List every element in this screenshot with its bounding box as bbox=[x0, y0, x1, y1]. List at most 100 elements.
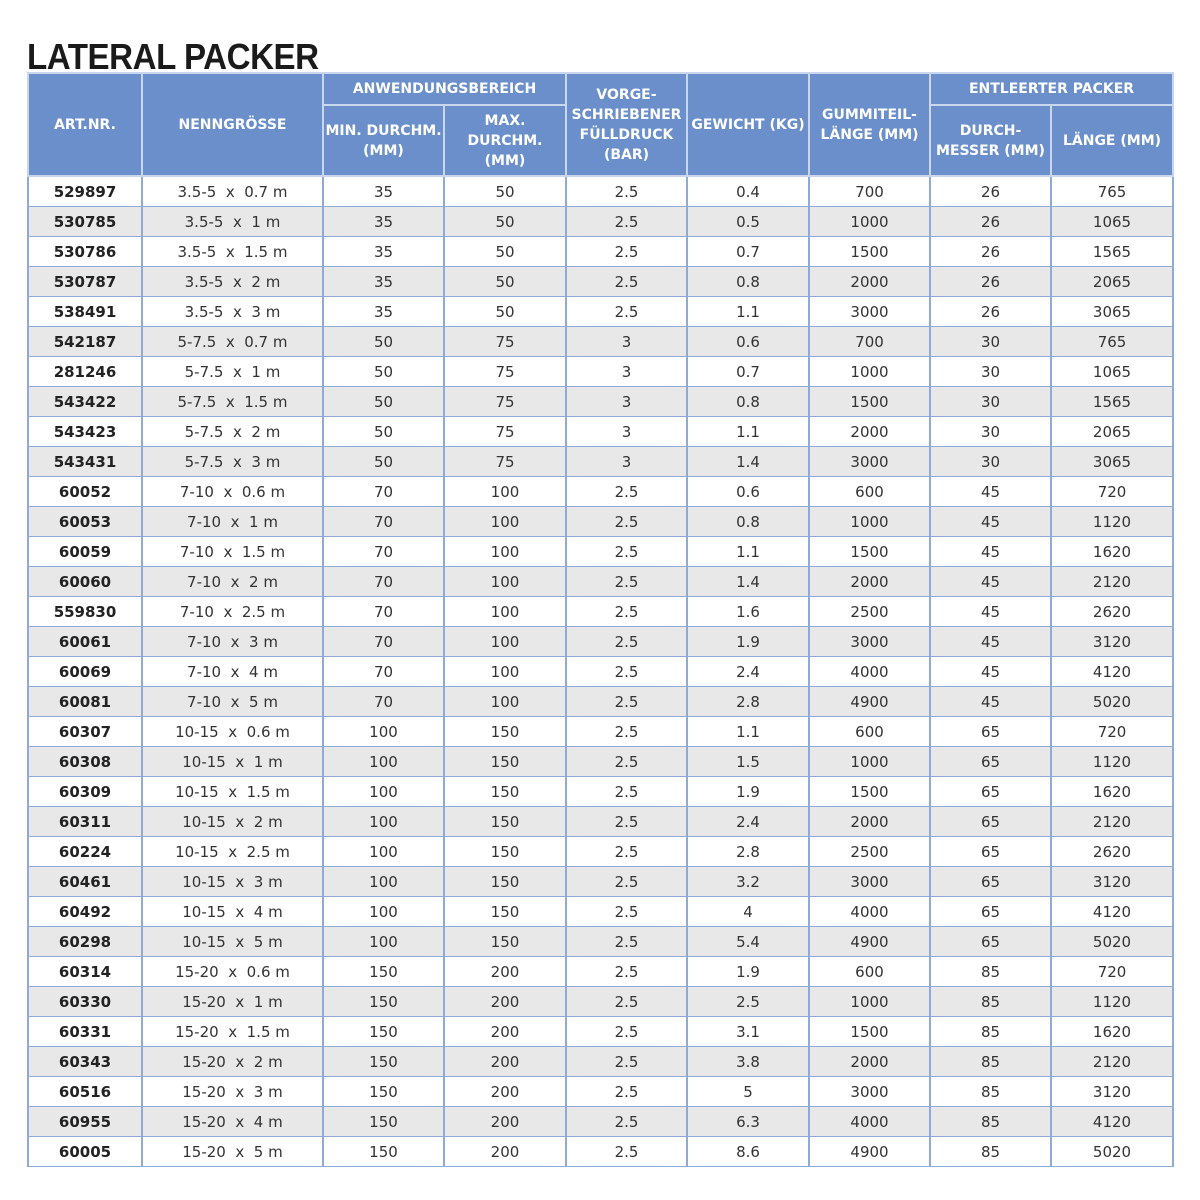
cell-max-durchm: 200 bbox=[443, 1136, 567, 1167]
cell-max-durchm: 150 bbox=[443, 926, 567, 957]
length: 2 m bbox=[249, 572, 278, 591]
cell-art-nr: 60060 bbox=[27, 566, 143, 597]
cell-durchmesser: 85 bbox=[929, 986, 1052, 1017]
cell-fuelldruck: 2.5 bbox=[565, 296, 688, 327]
cell-gummiteil-laenge: 1000 bbox=[808, 746, 931, 777]
length: 1.5 m bbox=[241, 542, 286, 561]
cell-laenge: 5020 bbox=[1049, 926, 1175, 957]
cell-nenngroesse: 7-10 x 3 m bbox=[141, 626, 324, 657]
table-row: 60081 7-10 x 5 m 70 100 2.5 2.8 4900 45 5020 bbox=[27, 686, 1175, 717]
table-row: 60053 7-10 x 1 m 70 100 2.5 0.8 1000 45 1120 bbox=[27, 506, 1175, 537]
cell-fuelldruck: 2.5 bbox=[565, 1016, 688, 1047]
cell-durchmesser: 85 bbox=[929, 1136, 1052, 1167]
times-sign: x bbox=[213, 482, 242, 501]
cell-min-durchm: 35 bbox=[322, 175, 445, 207]
length: 1.5 m bbox=[244, 242, 288, 261]
cell-gewicht: 2.4 bbox=[686, 806, 810, 837]
cell-gewicht: 1.1 bbox=[686, 536, 810, 567]
cell-art-nr: 60314 bbox=[27, 956, 143, 987]
cell-durchmesser: 30 bbox=[929, 446, 1052, 477]
size-range: 3.5-5 bbox=[177, 242, 217, 261]
table-row: 60314 15-20 x 0.6 m 150 200 2.5 1.9 600 85 720 bbox=[27, 956, 1175, 987]
cell-min-durchm: 150 bbox=[322, 986, 445, 1017]
cell-fuelldruck: 3 bbox=[565, 416, 688, 447]
cell-gewicht: 0.8 bbox=[686, 506, 810, 537]
times-sign: x bbox=[221, 632, 250, 651]
size-range: 5-7.5 bbox=[184, 452, 224, 471]
cell-max-durchm: 100 bbox=[443, 506, 567, 537]
cell-laenge: 1620 bbox=[1049, 776, 1175, 807]
times-sign: x bbox=[225, 752, 254, 771]
cell-laenge: 3120 bbox=[1049, 626, 1175, 657]
times-sign: x bbox=[218, 782, 247, 801]
cell-min-durchm: 150 bbox=[322, 1016, 445, 1047]
table-row: 281246 5-7.5 x 1 m 50 75 3 0.7 1000 30 1065 bbox=[27, 356, 1175, 387]
table-row: 60069 7-10 x 4 m 70 100 2.5 2.4 4000 45 4120 bbox=[27, 656, 1175, 687]
cell-durchmesser: 26 bbox=[929, 175, 1052, 207]
times-sign: x bbox=[218, 722, 247, 741]
cell-art-nr: 60053 bbox=[27, 506, 143, 537]
cell-min-durchm: 150 bbox=[322, 956, 445, 987]
cell-gewicht: 2.5 bbox=[686, 986, 810, 1017]
cell-max-durchm: 50 bbox=[443, 266, 567, 297]
cell-laenge: 2620 bbox=[1049, 836, 1175, 867]
times-sign: x bbox=[223, 452, 252, 471]
table-row: 543422 5-7.5 x 1.5 m 50 75 3 0.8 1500 30 1565 bbox=[27, 386, 1175, 417]
header-anwendungsbereich: ANWENDUNGSBEREICH bbox=[322, 72, 567, 106]
cell-durchmesser: 45 bbox=[929, 566, 1052, 597]
table-row: 60330 15-20 x 1 m 150 200 2.5 2.5 1000 85 1120 bbox=[27, 986, 1175, 1017]
cell-min-durchm: 100 bbox=[322, 776, 445, 807]
times-sign: x bbox=[218, 962, 247, 981]
cell-laenge: 2065 bbox=[1049, 416, 1175, 447]
size-range: 10-15 bbox=[182, 902, 226, 921]
length: 2.5 m bbox=[246, 842, 290, 861]
cell-nenngroesse: 3.5-5 x 1.5 m bbox=[141, 236, 324, 267]
header-gummiteil-laenge: GUMMITEIL- LÄNGE (MM) bbox=[808, 72, 931, 177]
cell-min-durchm: 100 bbox=[322, 746, 445, 777]
cell-max-durchm: 75 bbox=[443, 356, 567, 387]
cell-max-durchm: 50 bbox=[443, 175, 567, 207]
size-range: 7-10 bbox=[187, 692, 222, 711]
cell-gummiteil-laenge: 1500 bbox=[808, 236, 931, 267]
cell-nenngroesse: 5-7.5 x 1 m bbox=[141, 356, 324, 387]
cell-gewicht: 0.8 bbox=[686, 266, 810, 297]
cell-art-nr: 60052 bbox=[27, 476, 143, 507]
cell-max-durchm: 150 bbox=[443, 746, 567, 777]
cell-nenngroesse: 15-20 x 2 m bbox=[141, 1046, 324, 1077]
cell-min-durchm: 150 bbox=[322, 1136, 445, 1167]
cell-gewicht: 1.9 bbox=[686, 626, 810, 657]
cell-laenge: 2120 bbox=[1049, 566, 1175, 597]
cell-gummiteil-laenge: 1500 bbox=[808, 386, 931, 417]
cell-max-durchm: 150 bbox=[443, 866, 567, 897]
cell-gewicht: 0.7 bbox=[686, 356, 810, 387]
cell-durchmesser: 30 bbox=[929, 416, 1052, 447]
cell-min-durchm: 100 bbox=[322, 896, 445, 927]
cell-laenge: 1120 bbox=[1049, 506, 1175, 537]
size-range: 7-10 bbox=[187, 572, 222, 591]
size-range: 5-7.5 bbox=[177, 332, 217, 351]
cell-art-nr: 60059 bbox=[27, 536, 143, 567]
cell-max-durchm: 75 bbox=[443, 416, 567, 447]
cell-laenge: 1620 bbox=[1049, 536, 1175, 567]
size-range: 10-15 bbox=[182, 872, 226, 891]
cell-min-durchm: 70 bbox=[322, 686, 445, 717]
cell-gummiteil-laenge: 4000 bbox=[808, 896, 931, 927]
cell-min-durchm: 70 bbox=[322, 506, 445, 537]
cell-fuelldruck: 2.5 bbox=[565, 656, 688, 687]
cell-gewicht: 1.4 bbox=[686, 566, 810, 597]
cell-min-durchm: 150 bbox=[322, 1076, 445, 1107]
size-range: 3.5-5 bbox=[184, 272, 224, 291]
length: 2 m bbox=[253, 1052, 283, 1071]
size-range: 5-7.5 bbox=[177, 392, 217, 411]
cell-max-durchm: 150 bbox=[443, 806, 567, 837]
cell-art-nr: 60343 bbox=[27, 1046, 143, 1077]
cell-max-durchm: 200 bbox=[443, 1106, 567, 1137]
cell-gummiteil-laenge: 600 bbox=[808, 716, 931, 747]
cell-fuelldruck: 2.5 bbox=[565, 626, 688, 657]
cell-gewicht: 0.7 bbox=[686, 236, 810, 267]
size-range: 15-20 bbox=[182, 1142, 226, 1161]
cell-durchmesser: 65 bbox=[929, 896, 1052, 927]
length: 3 m bbox=[251, 452, 281, 471]
cell-min-durchm: 70 bbox=[322, 626, 445, 657]
cell-min-durchm: 100 bbox=[322, 836, 445, 867]
